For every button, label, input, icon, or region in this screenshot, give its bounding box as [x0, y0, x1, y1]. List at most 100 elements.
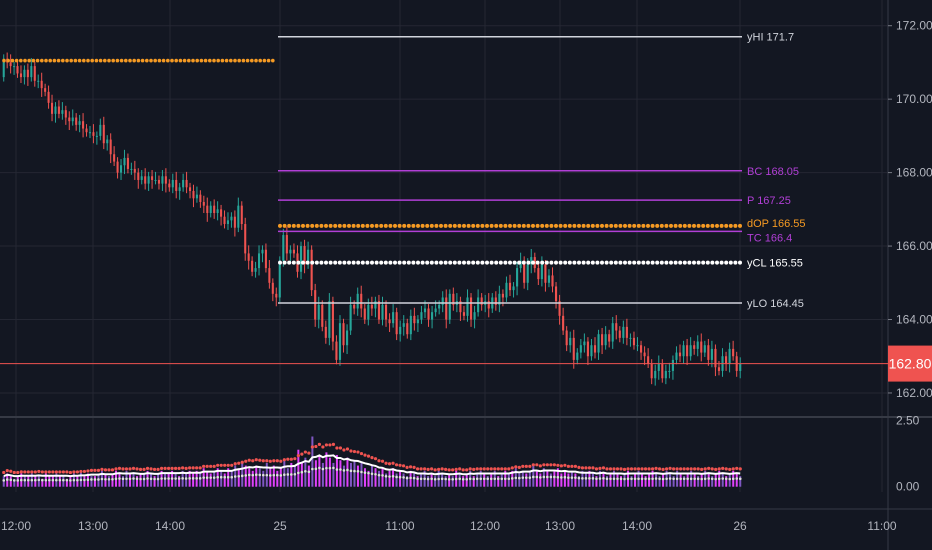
volume-upper-dot	[394, 463, 399, 467]
volume-lower-dot	[710, 477, 714, 481]
volume-lower-dot	[640, 477, 644, 481]
volume-bar	[634, 473, 637, 487]
candle-body	[363, 308, 366, 320]
volume-upper-dot	[612, 467, 616, 471]
volume-lower-dot	[279, 474, 283, 477]
candle-body	[717, 367, 721, 371]
candle-body	[477, 297, 480, 313]
candle-body	[562, 315, 565, 331]
prev-day-open-dot	[35, 58, 40, 63]
level-dot	[719, 260, 724, 265]
volume-bar	[458, 473, 461, 487]
candle-body	[92, 132, 95, 136]
volume-lower-dot	[272, 473, 276, 477]
candle-body	[171, 179, 174, 188]
level-dot	[370, 223, 374, 228]
volume-bar	[658, 476, 661, 487]
volume-upper-dot	[707, 466, 711, 470]
volume-lower-dot	[125, 477, 128, 481]
level-dot	[278, 223, 282, 228]
volume-lower-dot	[283, 473, 286, 477]
volume-bar	[472, 476, 475, 487]
level-dot	[646, 223, 650, 228]
volume-lower-dot	[37, 478, 41, 482]
volume-lower-dot	[321, 467, 325, 471]
prev-day-open-dot	[111, 58, 115, 63]
volume-upper-dot	[128, 467, 132, 471]
level-label: BC 168.05	[747, 166, 799, 178]
volume-bar	[539, 473, 542, 487]
volume-bar	[721, 473, 724, 487]
candle-body	[678, 352, 682, 357]
candle-body	[209, 205, 212, 214]
volume-upper-dot	[661, 467, 665, 471]
volume-upper-dot	[44, 470, 48, 474]
prev-day-open-dot	[14, 58, 19, 63]
volume-bar	[335, 455, 338, 487]
candle-body	[292, 249, 296, 254]
volume-lower-dot	[539, 476, 542, 479]
volume-lower-dot	[219, 475, 223, 479]
volume-upper-dot	[19, 470, 23, 474]
volume-bar	[286, 468, 289, 487]
prev-day-open-dot	[191, 58, 195, 63]
volume-upper-dot	[521, 464, 525, 468]
volume-lower-dot	[707, 477, 710, 480]
candle-body	[710, 348, 713, 360]
level-dot	[452, 223, 457, 228]
candle-body	[519, 260, 522, 269]
candle-body	[199, 194, 202, 202]
candle-body	[130, 168, 133, 170]
volume-upper-dot	[405, 465, 409, 469]
volume-upper-dot	[156, 467, 160, 471]
level-dot	[347, 223, 351, 228]
volume-upper-dot	[380, 459, 385, 463]
candle-body	[137, 172, 140, 180]
volume-lower-dot	[486, 477, 490, 481]
volume-lower-dot	[30, 478, 34, 482]
volume-bar	[318, 455, 321, 487]
level-dot	[719, 223, 724, 228]
volume-bar	[199, 473, 202, 487]
volume-lower-dot	[209, 476, 212, 479]
volume-bar	[602, 473, 605, 487]
candle-body	[254, 268, 257, 272]
prev-day-open-dot	[170, 58, 174, 63]
volume-bar	[563, 470, 566, 487]
volume-lower-dot	[668, 477, 672, 480]
volume-lower-dot	[458, 477, 461, 481]
volume-upper-dot	[324, 443, 329, 447]
volume-lower-dot	[717, 477, 721, 481]
volume-lower-dot	[19, 478, 23, 482]
candle-body	[452, 293, 455, 305]
volume-upper-dot	[633, 467, 637, 471]
candle-body	[724, 356, 728, 364]
volume-lower-dot	[563, 475, 567, 479]
volume-upper-dot	[500, 467, 504, 471]
volume-bar	[388, 470, 391, 487]
volume-bar	[725, 476, 728, 487]
candle-body	[317, 304, 320, 320]
volume-lower-dot	[335, 468, 339, 471]
level-dot	[296, 260, 301, 265]
prev-day-open-dot	[31, 58, 36, 63]
volume-lower-dot	[651, 477, 654, 481]
candle-body	[523, 260, 526, 283]
candle-body	[47, 91, 50, 103]
level-dot	[669, 260, 673, 265]
volume-lower-dot	[528, 476, 532, 479]
volume-lower-dot	[542, 475, 546, 479]
candle-body	[686, 345, 689, 357]
volume-upper-dot	[300, 452, 304, 456]
volume-lower-dot	[595, 477, 598, 481]
volume-lower-dot	[686, 477, 689, 481]
candle-body	[275, 293, 278, 298]
volume-lower-dot	[605, 477, 609, 481]
volume-lower-dot	[202, 476, 205, 479]
volume-lower-dot	[665, 477, 668, 481]
level-dot	[333, 223, 338, 228]
volume-bar	[121, 476, 124, 487]
level-dot	[337, 260, 342, 265]
volume-upper-dot	[587, 466, 592, 470]
